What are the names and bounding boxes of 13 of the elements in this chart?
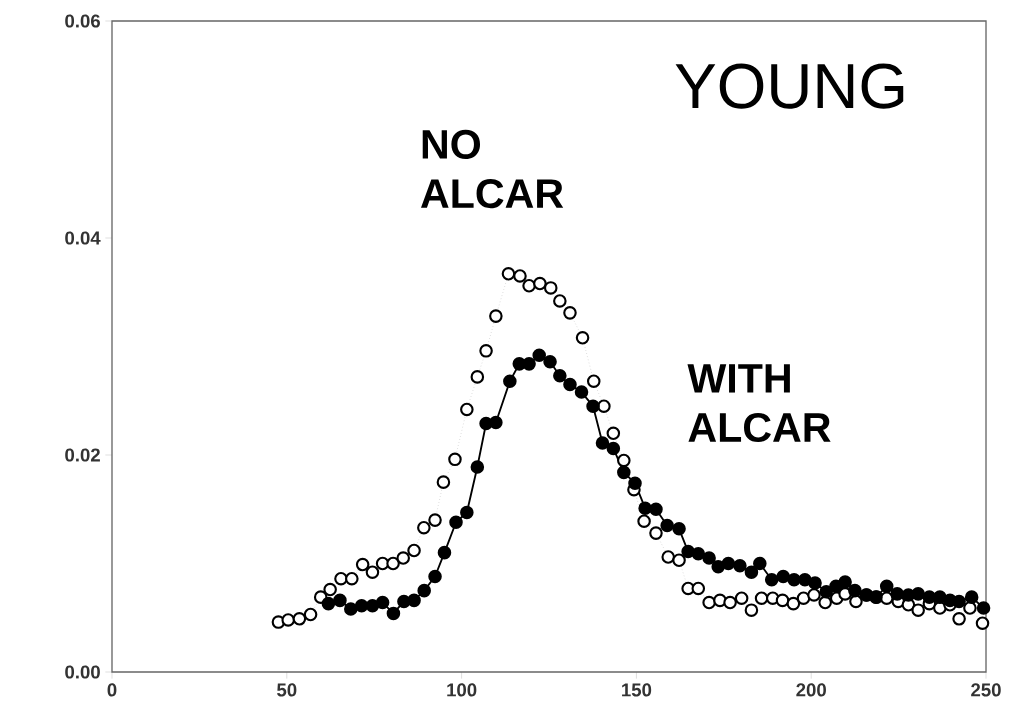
y-tick-label: 0.02 [65,448,100,462]
x-tick-label: 250 [971,683,1001,697]
y-tick-label: 0.06 [65,14,100,28]
x-tick-label: 50 [277,683,297,697]
x-tick-label: 200 [796,683,826,697]
series-label: NO ALCAR [420,129,564,209]
y-tick-label: 0.04 [65,231,101,245]
y-tick-label: 0.00 [65,665,100,679]
series-label: WITH ALCAR [687,364,831,443]
annotation: YOUNG [675,63,904,109]
x-tick-label: 0 [107,683,117,697]
x-tick-label: 100 [447,683,477,697]
x-tick-label: 150 [622,683,652,697]
